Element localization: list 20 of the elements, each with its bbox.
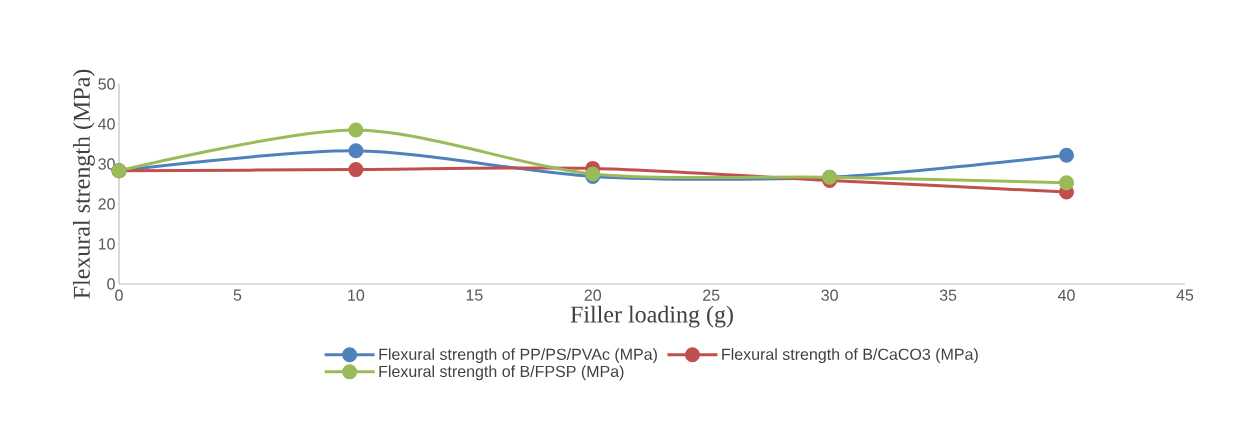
- y-tick-label: 10: [98, 238, 115, 250]
- legend-label: Flexural strength of B/FPSP (MPa): [379, 365, 624, 381]
- x-tick-label: 5: [233, 289, 242, 301]
- x-tick-label: 10: [348, 289, 365, 301]
- x-tick-label: 40: [1057, 289, 1075, 301]
- x-tick-label: 20: [584, 289, 602, 301]
- x-axis-title: Filler loading (g): [570, 305, 733, 328]
- x-tick-label: 30: [821, 289, 838, 301]
- legend-label: Flexural strength of B/CaCO3 (MPa): [722, 348, 978, 364]
- y-axis-title: Flexural strength (MPa): [72, 69, 95, 299]
- x-tick-label: 35: [939, 289, 957, 301]
- y-tick-label: 50: [98, 78, 115, 90]
- x-tick-label: 25: [703, 289, 720, 301]
- x-tick-label: 45: [1176, 289, 1194, 301]
- y-tick-label: 20: [98, 198, 115, 210]
- x-tick-label: 15: [466, 289, 483, 301]
- legend-label: Flexural strength of PP/PS/PVAc (MPa): [379, 348, 657, 364]
- y-tick-label: 40: [98, 118, 115, 130]
- y-tick-label: 0: [107, 278, 115, 290]
- x-tick-label: 0: [115, 289, 123, 301]
